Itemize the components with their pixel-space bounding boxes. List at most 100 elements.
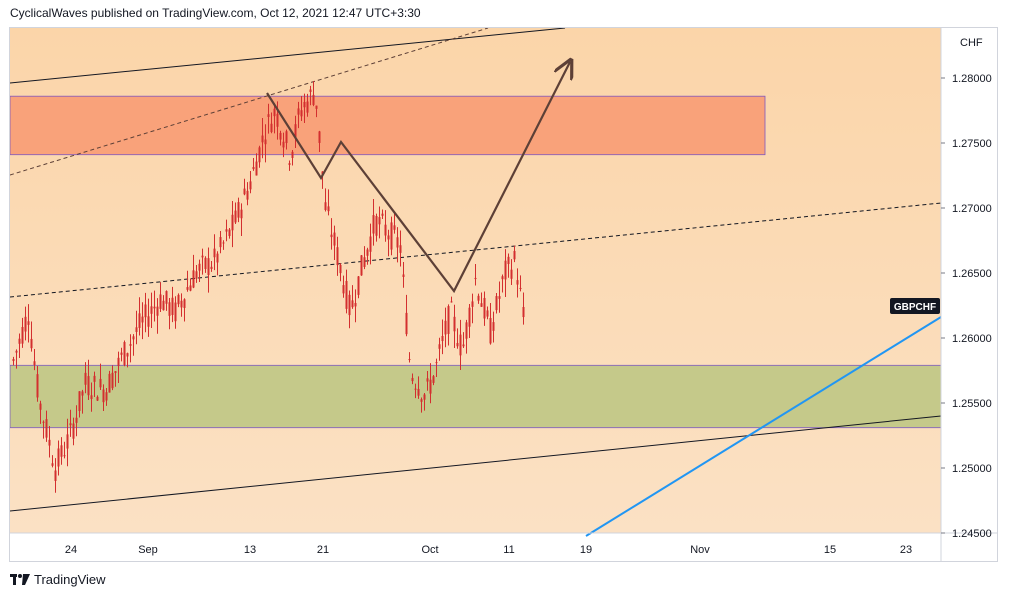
candle-body (438, 344, 441, 349)
candle-body (258, 147, 261, 163)
price-candle (159, 282, 162, 312)
price-candle (423, 393, 426, 411)
price-candle (243, 178, 246, 196)
candle-body (486, 310, 489, 317)
price-tick-label: 1.24500 (952, 528, 992, 540)
candle-body (231, 214, 234, 231)
price-candle (15, 349, 18, 369)
candle-body (243, 188, 246, 195)
candle-body (426, 378, 429, 382)
candle-body (462, 344, 465, 347)
candle-body (345, 280, 348, 309)
candle-body (450, 301, 453, 303)
candle-body (252, 166, 255, 170)
price-candle (327, 189, 330, 216)
candle-body (300, 110, 303, 117)
candle-body (120, 352, 123, 355)
price-candle (453, 304, 456, 349)
candle-body (279, 132, 282, 140)
resistance-zone (9, 95, 766, 156)
price-candle (339, 263, 342, 282)
price-candle (279, 130, 282, 146)
footer-brand: TradingView (34, 572, 106, 587)
price-candle (387, 229, 390, 257)
price-candle (135, 310, 138, 345)
candle-body (198, 263, 201, 271)
price-candle (132, 334, 135, 356)
price-candle (324, 188, 327, 212)
candle-body (405, 312, 408, 335)
candle-body (282, 141, 285, 148)
price-candle (312, 81, 315, 107)
candle-body (99, 378, 102, 388)
price-chart[interactable]: 1.28000 1.27500 1.27000 1.26500 1.26000 1.255… (9, 27, 997, 561)
price-candle (228, 227, 231, 239)
price-candle (522, 292, 525, 325)
tradingview-footer[interactable]: TradingView (10, 572, 106, 587)
candle-body (114, 371, 117, 373)
candle-body (348, 294, 351, 316)
candle-body (189, 285, 192, 291)
candle-body (210, 266, 213, 270)
price-candle (138, 297, 141, 336)
candle-body (93, 375, 96, 382)
price-candle (78, 391, 81, 418)
price-candle (36, 366, 39, 402)
price-candle (174, 296, 177, 329)
price-candle (246, 182, 249, 206)
price-candle (126, 352, 129, 368)
candle-body (90, 395, 93, 400)
candle-body (510, 269, 513, 279)
price-candle (519, 275, 522, 292)
candle-body (501, 276, 504, 280)
price-tick-label: 1.25000 (952, 463, 992, 475)
candle-body (72, 423, 75, 439)
price-candle (183, 298, 186, 322)
price-candle (516, 268, 519, 298)
candle-body (357, 276, 360, 295)
candle-body (267, 114, 270, 117)
candle-body (183, 299, 186, 308)
price-candle (63, 441, 66, 459)
candle-body (294, 124, 297, 139)
price-candle (99, 363, 102, 390)
price-candle (402, 261, 405, 288)
price-candle (165, 290, 168, 311)
candle-body (138, 313, 141, 328)
candle-body (81, 391, 84, 396)
candle-body (327, 206, 330, 212)
price-candle (360, 255, 363, 276)
candle-body (174, 302, 177, 322)
price-candle (222, 240, 225, 250)
candle-body (153, 306, 156, 309)
price-candle (465, 319, 468, 354)
candle-body (402, 274, 405, 277)
price-candle (147, 298, 150, 337)
price-candle (57, 440, 60, 476)
price-candle (507, 253, 510, 278)
price-candle (399, 230, 402, 267)
price-candle (378, 206, 381, 239)
price-candle (294, 115, 297, 149)
candle-body (249, 181, 252, 190)
candle-body (63, 455, 66, 457)
price-candle (75, 405, 78, 437)
chart-frame[interactable]: 1.28000 1.27500 1.27000 1.26500 1.26000 1.255… (9, 27, 998, 562)
candle-body (489, 317, 492, 344)
candle-body (333, 232, 336, 246)
price-candle (486, 306, 489, 320)
price-candle (168, 298, 171, 330)
time-tick-label: Sep (138, 544, 158, 556)
price-candle (171, 286, 174, 323)
price-candle (498, 281, 501, 313)
price-candle (60, 437, 63, 465)
candle-body (39, 403, 42, 410)
candle-body (288, 163, 291, 165)
candle-body (381, 213, 384, 216)
price-candle (102, 384, 105, 412)
candle-body (516, 280, 519, 285)
price-candle (288, 160, 291, 171)
price-candle (468, 303, 471, 339)
candle-body (129, 344, 132, 346)
candle-body (12, 359, 15, 362)
